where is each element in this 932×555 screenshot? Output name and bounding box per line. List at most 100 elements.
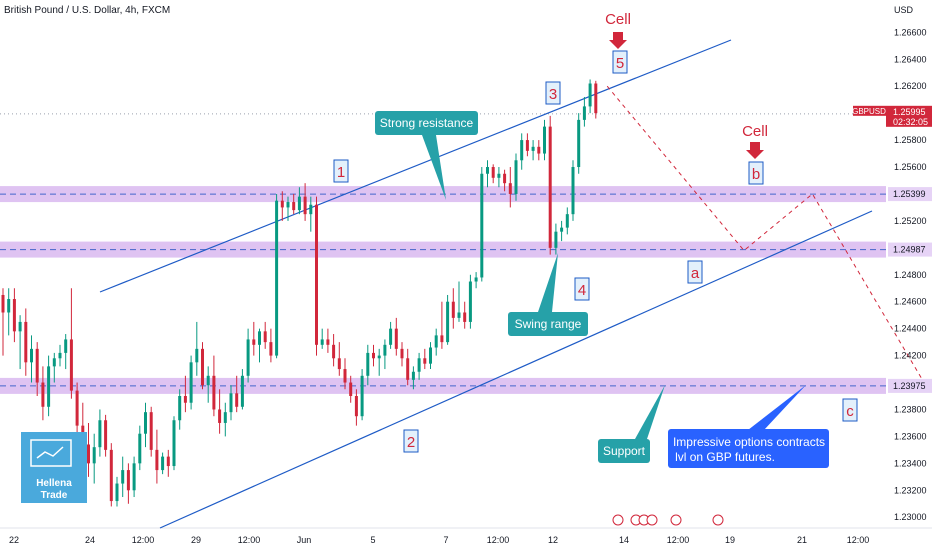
- swing-range-callout-box: [508, 312, 588, 336]
- time-axis-tick: 12:00: [132, 535, 155, 545]
- support-callout-box: [598, 439, 650, 463]
- candle: [309, 204, 313, 215]
- price-axis-tick: 1.24400: [894, 324, 927, 334]
- current-price: 1.25995: [893, 107, 926, 117]
- support-callout-tail: [635, 385, 665, 439]
- candle: [240, 375, 244, 407]
- candle: [246, 339, 250, 376]
- swing-range-callout-tail: [538, 253, 558, 312]
- wave-label-5: 5: [616, 55, 624, 72]
- candle: [149, 412, 153, 450]
- event-flag-icon[interactable]: [612, 514, 624, 526]
- monitor-icon: [30, 439, 72, 467]
- candle: [172, 420, 176, 467]
- candle: [115, 483, 119, 502]
- price-axis-tick: 1.25800: [894, 135, 927, 145]
- time-axis-tick: 12:00: [667, 535, 690, 545]
- candle: [360, 375, 364, 417]
- wave-label-a-box: [687, 260, 703, 284]
- candle: [98, 420, 102, 448]
- candle: [212, 375, 216, 410]
- zone-price-label: 1.25399: [893, 189, 926, 199]
- candle: [87, 444, 90, 464]
- trend-icon: [36, 446, 64, 459]
- current-symbol-tag: [853, 105, 886, 116]
- candle: [354, 396, 358, 417]
- candle: [468, 281, 472, 322]
- current-symbol: GBPUSD: [852, 107, 886, 116]
- channel-upper-line: [99, 39, 732, 293]
- strong-resistance-callout-tail: [422, 135, 446, 200]
- candle: [269, 342, 273, 356]
- time-axis-tick: Jun: [297, 535, 312, 545]
- wave-label-2-box: [403, 429, 419, 453]
- down-arrow-icon: [609, 32, 627, 49]
- price-axis-tick: 1.24600: [894, 297, 927, 307]
- candle: [332, 344, 336, 359]
- countdown: 02:32:05: [893, 117, 928, 127]
- candle: [389, 328, 393, 345]
- options-note-line2: lvl on GBP futures.: [675, 450, 775, 464]
- time-axis-tick: 12: [548, 535, 558, 545]
- wave-label-3-box: [545, 81, 561, 105]
- wave-label-2: 2: [407, 434, 415, 451]
- candle: [297, 196, 301, 211]
- candle: [326, 339, 330, 345]
- candle: [554, 231, 558, 248]
- event-flag-icon[interactable]: [712, 514, 724, 526]
- candle: [161, 456, 165, 471]
- candle: [7, 299, 11, 313]
- candle: [1, 294, 5, 313]
- candle: [343, 369, 347, 383]
- time-axis-tick: 19: [725, 535, 735, 545]
- candle: [104, 420, 108, 450]
- candle: [565, 214, 569, 228]
- candle: [349, 382, 353, 396]
- support-callout: Support: [603, 444, 646, 458]
- candle: [480, 173, 484, 278]
- zone-price-label: 1.23975: [893, 381, 926, 391]
- candle: [64, 339, 68, 353]
- candle: [372, 352, 375, 359]
- time-axis-tick: 12:00: [847, 535, 870, 545]
- candle: [18, 321, 22, 332]
- time-axis-tick: 12:00: [238, 535, 261, 545]
- candle: [292, 202, 296, 211]
- candle: [417, 358, 421, 372]
- candle: [491, 167, 495, 178]
- candle: [411, 371, 415, 380]
- candle: [337, 358, 341, 370]
- wave-label-4-box: [574, 277, 590, 301]
- candle: [434, 335, 438, 348]
- price-axis-tick: 1.25600: [894, 162, 927, 172]
- candle: [195, 348, 199, 363]
- candle: [303, 196, 307, 215]
- wave-label-b-box: [748, 161, 764, 185]
- candle: [138, 433, 142, 464]
- event-flag-icon[interactable]: [646, 514, 658, 526]
- zone-price-tag: [888, 187, 932, 202]
- candle: [47, 366, 51, 407]
- price-axis-tick: 1.23400: [894, 458, 927, 468]
- candle: [406, 358, 410, 380]
- candle: [280, 200, 284, 208]
- candle: [451, 301, 455, 318]
- strong-resistance-callout-box: [375, 111, 478, 135]
- brand-name-line2: Trade: [41, 490, 68, 501]
- time-axis-tick: 7: [443, 535, 448, 545]
- candle: [30, 348, 33, 363]
- zone-price-tag: [888, 378, 932, 393]
- candle: [503, 173, 507, 184]
- time-axis-tick: 21: [797, 535, 807, 545]
- price-axis-tick: 1.24800: [894, 270, 927, 280]
- event-flag-icon[interactable]: [670, 514, 682, 526]
- candle: [183, 396, 187, 403]
- price-axis[interactable]: [886, 0, 932, 550]
- price-axis-tick: 1.24200: [894, 351, 927, 361]
- candle: [588, 83, 592, 107]
- time-axis-tick: 22: [9, 535, 19, 545]
- candle: [178, 396, 182, 421]
- candle: [69, 339, 73, 391]
